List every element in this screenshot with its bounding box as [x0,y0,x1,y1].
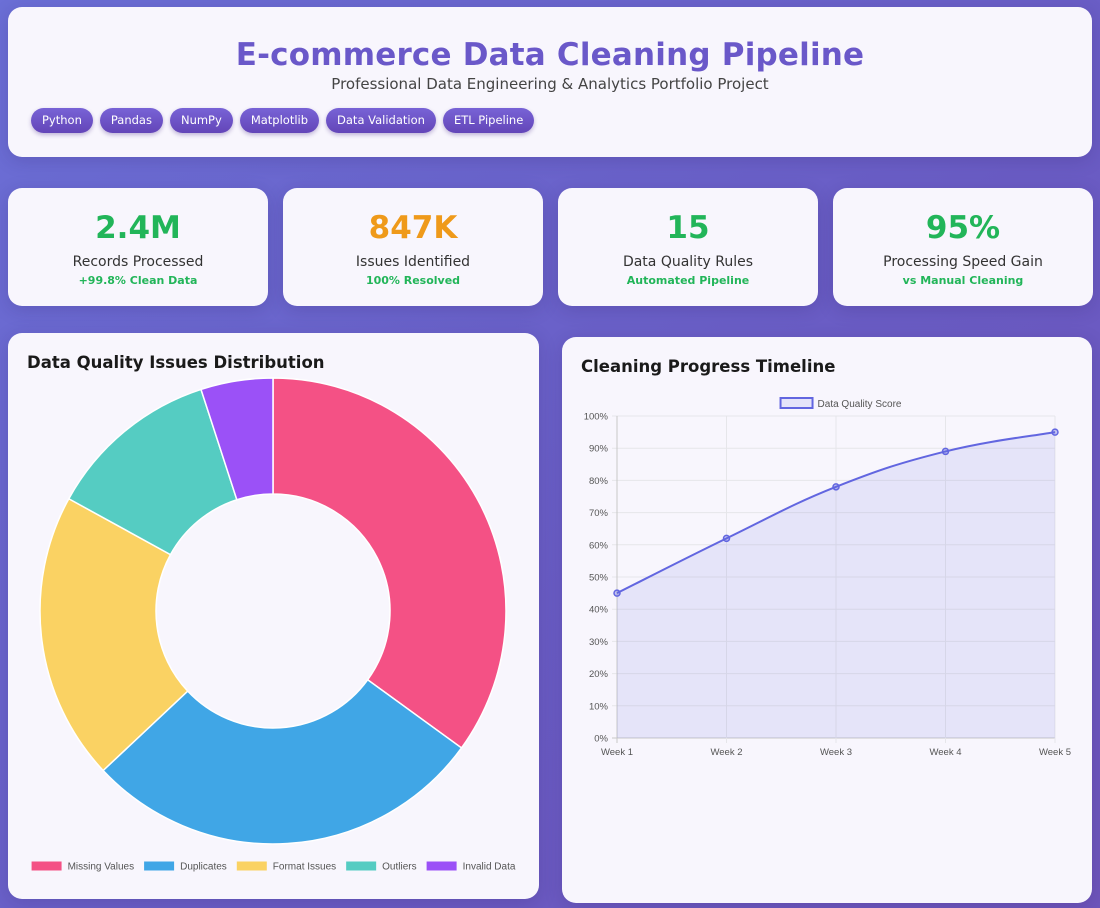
donut-slice-duplicates[interactable] [102,678,463,845]
stat-label: Records Processed [72,254,204,270]
stat-sub: vs Manual Cleaning [902,274,1024,287]
series-line-data-quality-score [616,431,1056,594]
data-point-week-1[interactable] [613,589,621,597]
donut-slice-missing-values[interactable] [272,377,507,750]
legend-label: Missing Values [68,862,135,873]
line-legend[interactable]: Data Quality Score [779,397,902,410]
legend-label: Data Quality Score [818,399,902,410]
legend-item-invalid-data[interactable]: Invalid Data [426,861,516,873]
legend-label: Invalid Data [463,862,516,873]
stat-value: 847K [368,210,458,246]
legend-swatch [346,861,377,871]
legend-label: Duplicates [180,862,227,873]
y-tick-label: 20% [589,669,609,680]
stat-card-speed: 95% Processing Speed Gain vs Manual Clea… [833,188,1093,306]
stat-value: 15 [666,210,710,246]
progress-timeline-card: Cleaning Progress Timeline 0% 10% 20% 30% 40… [562,337,1092,903]
y-tick-label: 10% [589,701,609,712]
legend-item-duplicates[interactable]: Duplicates [144,861,227,873]
data-point-week-5[interactable] [1051,428,1059,436]
tag-numpy[interactable]: NumPy [169,108,233,133]
page-title: E-commerce Data Cleaning Pipeline [235,37,865,73]
tag-data-validation[interactable]: Data Validation [326,108,436,133]
legend-label: Format Issues [273,862,336,873]
y-tick-label: 0% [594,734,608,745]
page-subtitle: Professional Data Engineering & Analytic… [331,75,769,93]
x-tick-label: Week 3 [820,747,852,758]
legend-swatch [236,861,267,871]
issues-distribution-card: Data Quality Issues Distribution Missing… [8,333,539,899]
legend-swatch [31,861,62,871]
tag-etl-pipeline[interactable]: ETL Pipeline [442,108,535,133]
donut-slice-format-issues[interactable] [39,497,189,772]
tech-tags: Python Pandas NumPy Matplotlib Data Vali… [31,108,535,133]
y-tick-label: 100% [584,412,609,423]
legend-item-missing-values[interactable]: Missing Values [31,861,135,873]
legend-swatch [426,861,457,871]
stat-card-records: 2.4M Records Processed +99.8% Clean Data [8,188,268,306]
legend-label: Outliers [382,862,416,873]
tag-pandas[interactable]: Pandas [99,108,163,133]
x-tick-label: Week 4 [929,747,961,758]
x-tick-label: Week 2 [710,747,742,758]
x-tick-label: Week 1 [601,747,633,758]
data-point-week-3[interactable] [832,483,840,491]
header-card: E-commerce Data Cleaning Pipeline Profes… [8,7,1092,157]
legend-item-format-issues[interactable]: Format Issues [236,861,336,873]
donut-legend: Missing Values Duplicates Format Issues Out… [31,861,516,873]
chart-title: Cleaning Progress Timeline [581,357,836,376]
stat-label: Data Quality Rules [622,254,754,270]
stat-card-rules: 15 Data Quality Rules Automated Pipeline [558,188,818,306]
data-point-week-2[interactable] [722,534,731,543]
grid [612,415,1056,743]
y-tick-label: 50% [589,573,609,584]
tag-python[interactable]: Python [31,108,93,133]
data-point-week-4[interactable] [941,447,950,456]
stat-value: 2.4M [95,210,181,246]
legend-item-outliers[interactable]: Outliers [346,861,417,873]
stat-sub: +99.8% Clean Data [78,274,198,287]
line-chart: 0% 10% 20% 30% 40% 50% 60% 70% 80% 90% 100% Week 1 W… [584,397,1071,758]
legend-swatch [779,397,814,409]
y-tick-label: 70% [589,508,609,519]
stat-value: 95% [925,210,1001,246]
series-area-fill [617,432,1055,738]
stat-label: Issues Identified [355,254,471,270]
legend-swatch [144,861,175,871]
y-tick-label: 90% [589,444,609,455]
donut-chart: Missing Values Duplicates Format Issues Out… [31,377,516,873]
y-tick-label: 30% [589,637,609,648]
x-tick-label: Week 5 [1039,747,1071,758]
y-tick-label: 40% [589,605,609,616]
stat-sub: 100% Resolved [365,274,461,287]
tag-matplotlib[interactable]: Matplotlib [239,108,320,133]
stat-card-issues: 847K Issues Identified 100% Resolved [283,188,543,306]
y-tick-label: 80% [589,476,609,487]
donut-slice-invalid-data[interactable] [200,377,274,501]
chart-title: Data Quality Issues Distribution [27,353,325,372]
stat-sub: Automated Pipeline [626,274,750,287]
stat-label: Processing Speed Gain [883,254,1043,270]
y-tick-label: 60% [589,540,609,551]
